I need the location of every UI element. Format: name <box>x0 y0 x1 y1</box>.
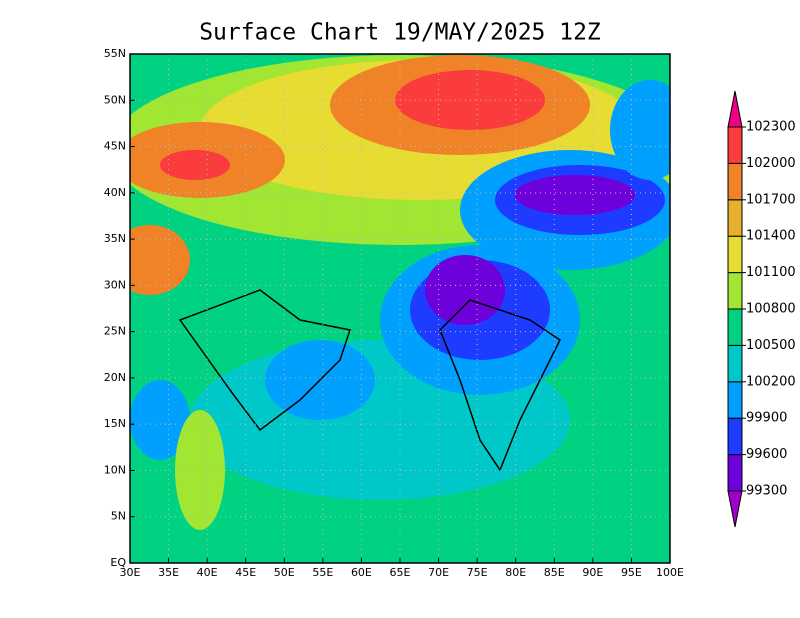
y-tick-label: 10N <box>104 463 126 476</box>
colorbar-label: 101400 <box>746 229 796 244</box>
colorbar-label: 99300 <box>746 484 787 499</box>
colorbar-lower-triangle <box>727 490 743 528</box>
x-tick-label: 40E <box>197 566 218 579</box>
pressure-field <box>130 54 670 563</box>
colorbar-box <box>727 272 743 310</box>
y-tick-label: 50N <box>104 93 126 106</box>
x-tick-label: 45E <box>235 566 256 579</box>
colorbar-box <box>727 308 743 346</box>
x-tick-label: 85E <box>544 566 565 579</box>
y-tick-label: 40N <box>104 186 126 199</box>
colorbar-upper-triangle <box>727 90 743 128</box>
y-tick-label: 45N <box>104 140 126 153</box>
colorbar-label: 100800 <box>746 302 796 317</box>
colorbar-box <box>727 381 743 419</box>
colorbar-box <box>727 344 743 383</box>
colorbar-label: 100200 <box>746 374 796 389</box>
colorbar-label: 100500 <box>746 338 796 353</box>
x-tick-label: 60E <box>351 566 372 579</box>
x-tick-label: 80E <box>505 566 526 579</box>
colorbar: 99300 99600 99900 100200 100500 100800 101100 1… <box>727 90 796 528</box>
colorbar-label: 101700 <box>746 192 796 207</box>
map-frame <box>129 53 671 564</box>
y-tick-label: 55N <box>104 47 126 60</box>
x-tick-label: 90E <box>582 566 603 579</box>
y-tick-label: 20N <box>104 371 126 384</box>
colorbar-label: 99900 <box>746 411 787 426</box>
x-tick-label: 35E <box>158 566 179 579</box>
y-tick-label: 15N <box>104 417 126 430</box>
colorbar-box <box>727 162 743 201</box>
chart-title: Surface Chart 19/MAY/2025 12Z <box>199 20 601 46</box>
colorbar-label: 102300 <box>746 120 796 135</box>
y-tick-label: 25N <box>104 325 126 338</box>
colorbar-box <box>727 199 743 237</box>
x-tick-label: 50E <box>274 566 295 579</box>
colorbar-label: 102000 <box>746 156 796 171</box>
colorbar-label: 101100 <box>746 265 796 280</box>
y-tick-label: EQ <box>110 556 126 569</box>
x-tick-label: 95E <box>621 566 642 579</box>
x-tick-label: 65E <box>390 566 411 579</box>
x-tick-label: 100E <box>656 566 684 579</box>
y-tick-label: 30N <box>104 278 126 291</box>
x-tick-label: 70E <box>428 566 449 579</box>
y-tick-label: 35N <box>104 232 126 245</box>
colorbar-box <box>727 454 743 492</box>
x-tick-label: 30E <box>120 566 141 579</box>
map-axes: 30E 35E 40E 45E 50E 55E 60E 65E 70E 75E 80E 85E 90E 9… <box>104 47 684 579</box>
colorbar-box <box>727 235 743 274</box>
colorbar-box <box>727 417 743 456</box>
x-tick-label: 75E <box>467 566 488 579</box>
x-tick-label: 55E <box>312 566 333 579</box>
y-tick-label: 5N <box>111 510 126 523</box>
colorbar-label: 99600 <box>746 447 787 462</box>
colorbar-box <box>727 126 743 164</box>
